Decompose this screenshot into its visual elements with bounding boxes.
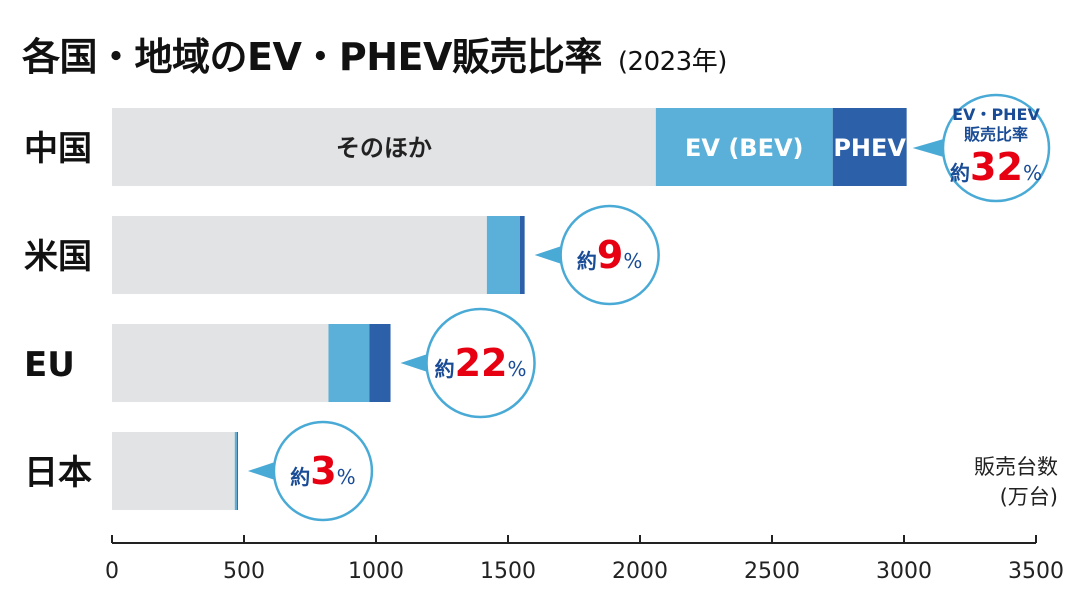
share-percent-label: 約3% (290, 449, 355, 493)
title-main: 各国・地域のEV・PHEV販売比率 (22, 35, 602, 79)
callout-bubble (272, 420, 374, 522)
share-percent-value: 9 (597, 233, 623, 277)
callout-bubble (425, 307, 536, 419)
bubble-pointer (247, 461, 278, 481)
x-tick-label: 3500 (1008, 559, 1064, 584)
x-tick-label: 1500 (480, 559, 536, 584)
segment-label-phev: PHEV (833, 134, 906, 162)
unit-line-2: (万台) (999, 485, 1058, 509)
x-tick-label: 1000 (348, 559, 404, 584)
category-label: EU (24, 345, 75, 385)
bar-phev (236, 432, 238, 510)
category-label: 米国 (24, 237, 92, 277)
approx-prefix: 約 (577, 249, 597, 273)
x-tick-label: 500 (223, 559, 265, 584)
bar-other (112, 108, 656, 186)
bubble-pointer (912, 138, 947, 158)
bar-bev (328, 324, 370, 402)
segment-label-bev: EV (BEV) (685, 134, 804, 162)
x-tick-label: 2500 (744, 559, 800, 584)
percent-sign: % (623, 249, 642, 273)
approx-prefix: 約 (435, 357, 455, 381)
chart-title: 各国・地域のEV・PHEV販売比率 (2023年) (22, 26, 727, 81)
bar-phev (832, 108, 907, 186)
bars-layer: 中国 そのほか EV (BEV) PHEV 米国 EU 日本 (24, 108, 907, 510)
share-percent-value: 3 (310, 449, 336, 493)
callout-bubble (559, 204, 660, 306)
segment-label-other: そのほか (336, 134, 432, 162)
approx-prefix: 約 (950, 161, 970, 185)
bar-phev (519, 216, 525, 294)
percent-sign: % (507, 357, 526, 381)
axis-unit-label: 販売台数 (万台) (974, 452, 1058, 512)
x-tick-label: 2000 (612, 559, 668, 584)
bubble-pointer (400, 353, 431, 373)
share-percent-label: 約9% (577, 233, 642, 277)
share-percent-label: 約32% (950, 145, 1042, 189)
approx-prefix: 約 (290, 465, 310, 489)
bubble-pointer (534, 245, 565, 265)
category-label: 中国 (24, 129, 92, 169)
percent-sign: % (337, 465, 356, 489)
category-label: 日本 (24, 453, 92, 493)
title-year: (2023年) (617, 47, 727, 77)
x-tick-label: 3000 (876, 559, 932, 584)
bar-bev (486, 216, 520, 294)
percent-sign: % (1023, 161, 1042, 185)
bubble-header-line-1: EV・PHEV (952, 105, 1040, 124)
bar-phev (369, 324, 391, 402)
share-percent-value: 22 (455, 341, 508, 385)
share-percent-label: 約22% (435, 341, 527, 385)
bar-other (112, 432, 235, 510)
share-percent-value: 32 (970, 145, 1023, 189)
x-axis: 0 500 1000 1500 2000 2500 3000 3500 (105, 535, 1064, 584)
x-tick-label: 0 (105, 559, 119, 584)
bar-bev (655, 108, 833, 186)
bubble-header-line-2: 販売比率 (964, 125, 1028, 144)
bar-other (112, 324, 329, 402)
callout-bubble (941, 93, 1051, 203)
bar-bev (234, 432, 237, 510)
unit-line-1: 販売台数 (974, 455, 1058, 479)
bar-other (112, 216, 487, 294)
